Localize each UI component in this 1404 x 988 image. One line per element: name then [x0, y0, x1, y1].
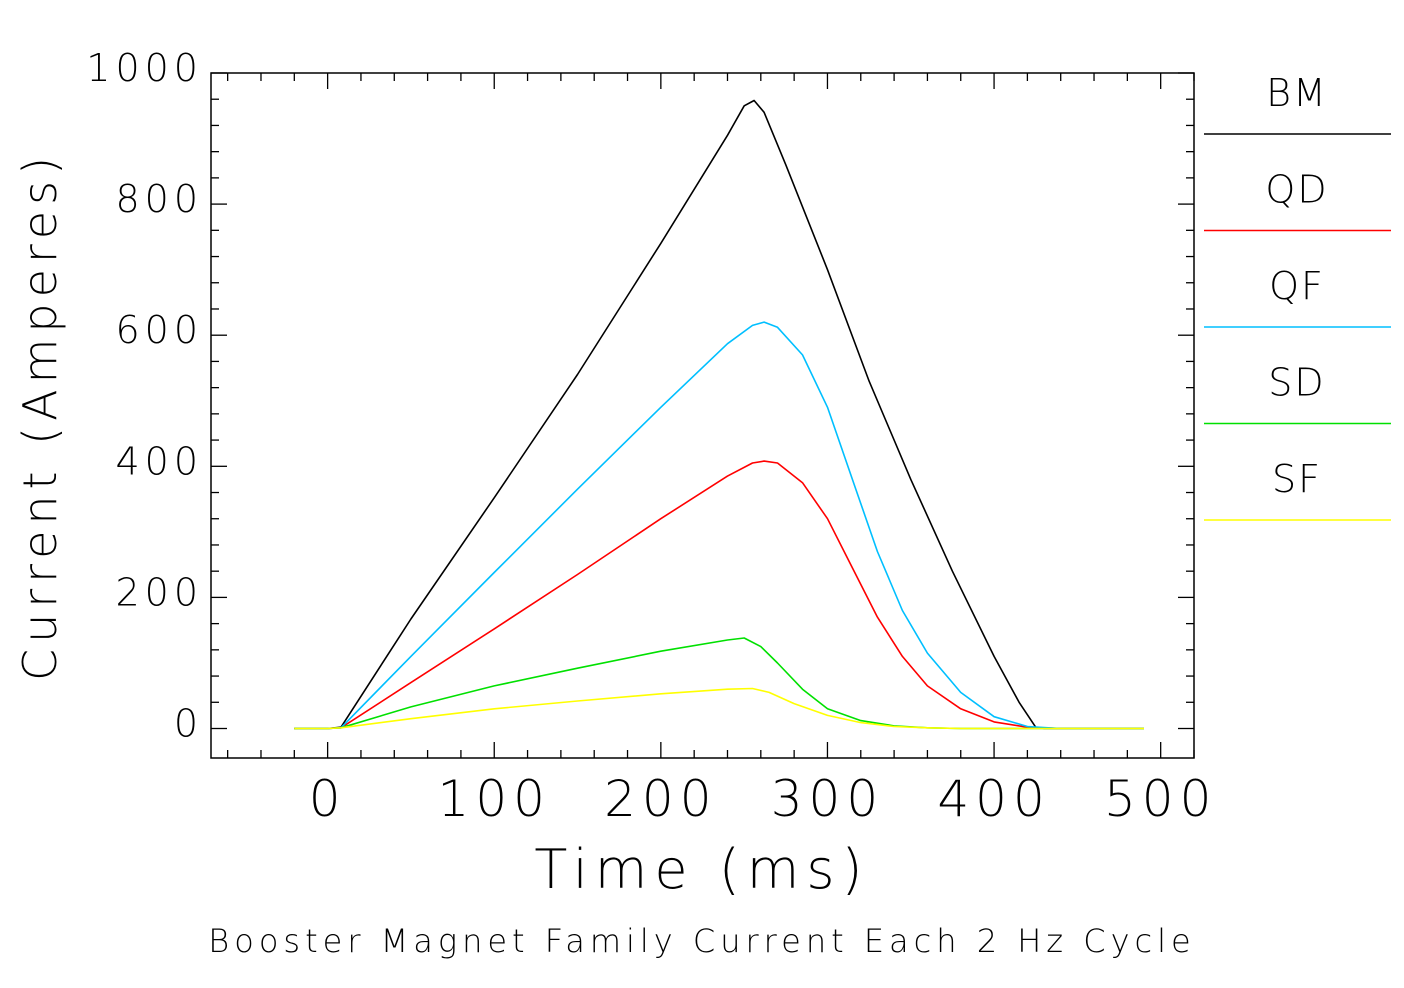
y-tick-label: 1000	[86, 46, 203, 90]
series-line-sf	[294, 687, 1144, 730]
series-lines	[294, 99, 1144, 730]
y-tick-label: 400	[115, 439, 203, 483]
plot-border	[210, 72, 1195, 759]
y-axis-title: Current (Amperes)	[13, 151, 67, 681]
y-tick-label: 800	[115, 177, 203, 221]
x-tick-labels: 0 100 200 300 400 500	[309, 770, 1217, 828]
legend-label-bm: BM	[1266, 71, 1328, 115]
chart-caption: Booster Magnet Family Current Each 2 Hz …	[208, 922, 1195, 960]
x-tick-label: 300	[771, 770, 884, 828]
axis-ticks	[211, 72, 1195, 758]
x-axis-title: Time (ms)	[534, 838, 869, 901]
plot-frame	[210, 72, 1195, 759]
legend-label-sd: SD	[1268, 361, 1325, 405]
legend: BM QD QF SD SF	[1204, 71, 1391, 521]
series-line-qf	[294, 321, 1144, 730]
x-tick-label: 100	[438, 770, 551, 828]
y-tick-labels: 0 200 400 600 800 1000	[86, 46, 203, 746]
y-tick-label: 0	[174, 702, 203, 746]
x-tick-label: 500	[1104, 770, 1217, 828]
x-tick-label: 400	[937, 770, 1050, 828]
y-tick-label: 200	[115, 570, 203, 614]
series-line-bm	[294, 99, 1144, 730]
legend-label-sf: SF	[1272, 457, 1322, 501]
y-tick-label: 600	[115, 308, 203, 352]
x-tick-label: 0	[309, 770, 347, 828]
series-line-sd	[294, 637, 1144, 730]
legend-label-qf: QF	[1269, 264, 1325, 308]
series-line-qd	[294, 460, 1144, 730]
x-tick-label: 200	[604, 770, 717, 828]
legend-label-qd: QD	[1265, 168, 1328, 212]
